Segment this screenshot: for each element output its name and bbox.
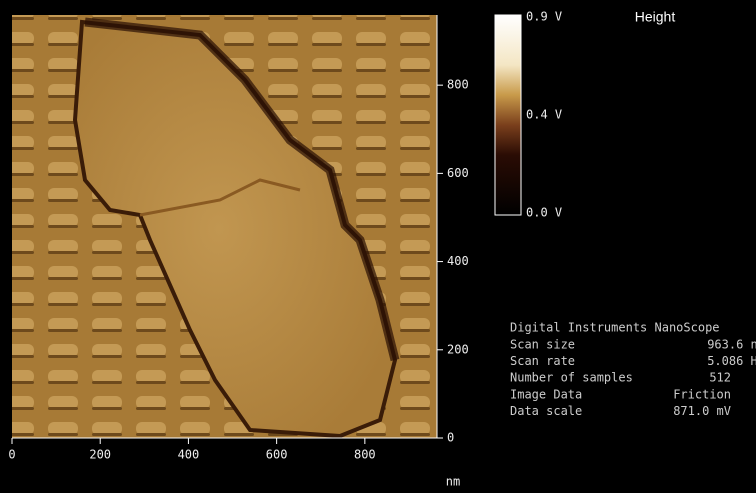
y-tick-label: 0 bbox=[447, 431, 454, 445]
color-bar-title: Height bbox=[635, 9, 676, 25]
x-tick-label: 800 bbox=[354, 448, 376, 462]
y-tick-label: 800 bbox=[447, 78, 469, 92]
info-key: Scan size bbox=[510, 338, 575, 352]
page: Height nm 0 200 400 600 800 0 200 400 600 800 0.9 … bbox=[0, 0, 756, 489]
info-key: Data scale bbox=[510, 404, 582, 418]
info-key: Scan rate bbox=[510, 354, 575, 368]
info-value: 5.086 Hz bbox=[707, 354, 756, 368]
x-axis-unit: nm bbox=[446, 475, 460, 489]
info-key: Number of samples bbox=[510, 371, 633, 385]
info-value: Friction bbox=[673, 387, 731, 401]
afm-image bbox=[12, 15, 437, 438]
info-value: 963.6 nm bbox=[707, 338, 756, 352]
x-tick-label: 0 bbox=[8, 448, 15, 462]
color-bar-label: 0.4 V bbox=[526, 108, 562, 122]
y-tick-label: 600 bbox=[447, 166, 469, 180]
color-bar-label: 0.0 V bbox=[526, 206, 562, 220]
y-tick-label: 200 bbox=[447, 342, 469, 356]
x-tick-label: 200 bbox=[89, 448, 111, 462]
x-tick-label: 400 bbox=[178, 448, 200, 462]
x-tick-label: 600 bbox=[266, 448, 288, 462]
info-header: Digital Instruments NanoScope bbox=[510, 321, 720, 335]
screen: Height nm 0 200 400 600 800 0 200 400 600 800 0.9 … bbox=[0, 0, 756, 489]
color-bar bbox=[495, 15, 521, 215]
info-value: 512 bbox=[709, 371, 731, 385]
info-value: 871.0 mV bbox=[673, 404, 731, 418]
y-tick-label: 400 bbox=[447, 254, 469, 268]
color-bar-label: 0.9 V bbox=[526, 10, 562, 24]
info-key: Image Data bbox=[510, 387, 582, 401]
